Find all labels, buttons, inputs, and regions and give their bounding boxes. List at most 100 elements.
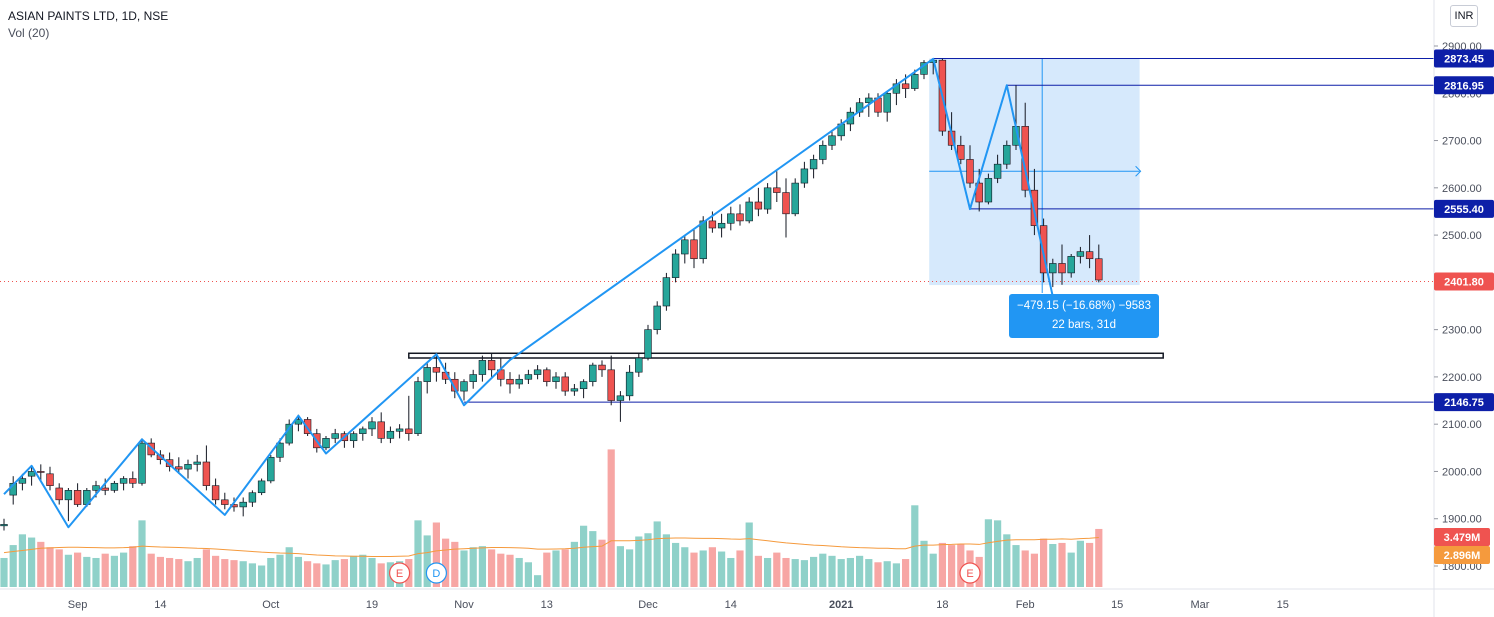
volume-bar: [202, 549, 210, 587]
volume-bar: [37, 541, 45, 587]
price-axis-tick-label: 2700.00: [1442, 136, 1482, 148]
volume-bar: [1021, 550, 1029, 587]
candle: [543, 367, 551, 387]
candle: [267, 454, 275, 484]
candle: [73, 483, 82, 507]
candle: [331, 428, 339, 444]
candle: [819, 140, 827, 165]
volume-bar: [1040, 538, 1048, 587]
candle-body: [478, 360, 487, 375]
volume-bar: [239, 561, 247, 587]
candle: [993, 154, 1002, 184]
candle-body: [911, 74, 919, 89]
candle-body: [1095, 258, 1103, 281]
price-axis-badge-label: 2555.40: [1444, 204, 1484, 216]
time-axis-tick-label: 2021: [829, 599, 853, 611]
candle: [1058, 244, 1066, 285]
candle: [55, 483, 63, 505]
volume-bar: [423, 535, 431, 587]
volume-bar: [129, 546, 137, 587]
price-axis-tick-label: 1900.00: [1442, 514, 1482, 526]
candle-body: [386, 430, 395, 439]
candle: [276, 438, 284, 462]
volume-bar: [193, 557, 201, 587]
candle-body: [469, 374, 477, 382]
candle-body: [773, 187, 781, 193]
volume-bar: [800, 560, 808, 587]
candle: [515, 374, 523, 389]
candle: [395, 424, 404, 439]
measure-arrowhead: [1135, 165, 1142, 177]
volume-bar: [212, 555, 220, 587]
candle: [763, 183, 772, 214]
candle-body: [782, 192, 790, 215]
candle-body: [644, 329, 652, 359]
volume-bar: [856, 555, 864, 587]
candle: [359, 426, 367, 441]
candle-body: [763, 187, 772, 210]
candle: [349, 431, 358, 448]
volume-bar: [294, 556, 302, 587]
volume-bar: [368, 557, 376, 587]
candle-body: [736, 213, 744, 222]
candle-body: [708, 220, 717, 229]
price-axis-badge-bg: [1434, 49, 1494, 68]
symbol-title[interactable]: ASIAN PAINTS LTD, 1D, NSE: [8, 9, 169, 23]
candle-body: [635, 357, 643, 373]
volume-bar: [1067, 552, 1075, 587]
price-axis-badge: 2816.95: [1434, 76, 1494, 95]
candle-body: [984, 178, 993, 203]
volume-bar: [994, 520, 1002, 587]
volume-bar: [810, 556, 818, 587]
volume-bar: [1095, 528, 1103, 587]
volume-bar: [331, 560, 339, 587]
volume-bar: [929, 553, 937, 587]
candle: [487, 353, 496, 377]
price-axis-tick-label: 2600.00: [1442, 183, 1482, 195]
currency-button[interactable]: INR: [1450, 5, 1478, 27]
candle: [552, 372, 560, 389]
volume-bar: [580, 525, 588, 587]
event-marker-label: E: [966, 568, 973, 580]
candle-body: [727, 213, 735, 224]
volume-bar: [948, 545, 956, 587]
volume-bar: [672, 542, 680, 587]
volume-bar: [920, 540, 928, 587]
volume-bar: [984, 519, 992, 587]
candle: [699, 216, 707, 264]
event-marker-label: E: [396, 568, 403, 580]
candle-body: [570, 388, 579, 392]
candle: [607, 355, 615, 406]
candle-body: [267, 456, 275, 482]
time-axis-tick-label: Nov: [454, 599, 474, 611]
price-axis-tick-label: 2100.00: [1442, 419, 1482, 431]
volume-bar: [248, 563, 256, 587]
candle: [64, 488, 73, 522]
candle: [27, 466, 36, 486]
volume-bar: [690, 552, 698, 587]
candle: [1003, 140, 1011, 169]
volume-bar: [9, 545, 17, 587]
volume-bar: [681, 547, 689, 587]
candle-body: [589, 364, 597, 382]
candle-body: [405, 428, 413, 434]
price-axis-tick-label: 2500.00: [1442, 230, 1482, 242]
candle-body: [966, 159, 974, 184]
candle-body: [138, 442, 146, 484]
candle: [432, 355, 441, 382]
candle: [883, 90, 891, 122]
candle-body: [46, 473, 54, 486]
volume-indicator-label[interactable]: Vol (20): [8, 26, 50, 40]
volume-axis-badge: 3.479M: [1434, 528, 1490, 546]
candle: [478, 355, 487, 382]
volume-bar: [1049, 544, 1057, 587]
time-axis-tick-label: 19: [366, 599, 378, 611]
candle-body: [359, 428, 367, 434]
volume-bar: [561, 549, 569, 587]
time-axis-tick-label: 14: [154, 599, 166, 611]
candle-body: [1049, 263, 1057, 274]
candle: [184, 459, 192, 479]
volume-bar: [340, 559, 348, 587]
candle: [414, 376, 422, 436]
